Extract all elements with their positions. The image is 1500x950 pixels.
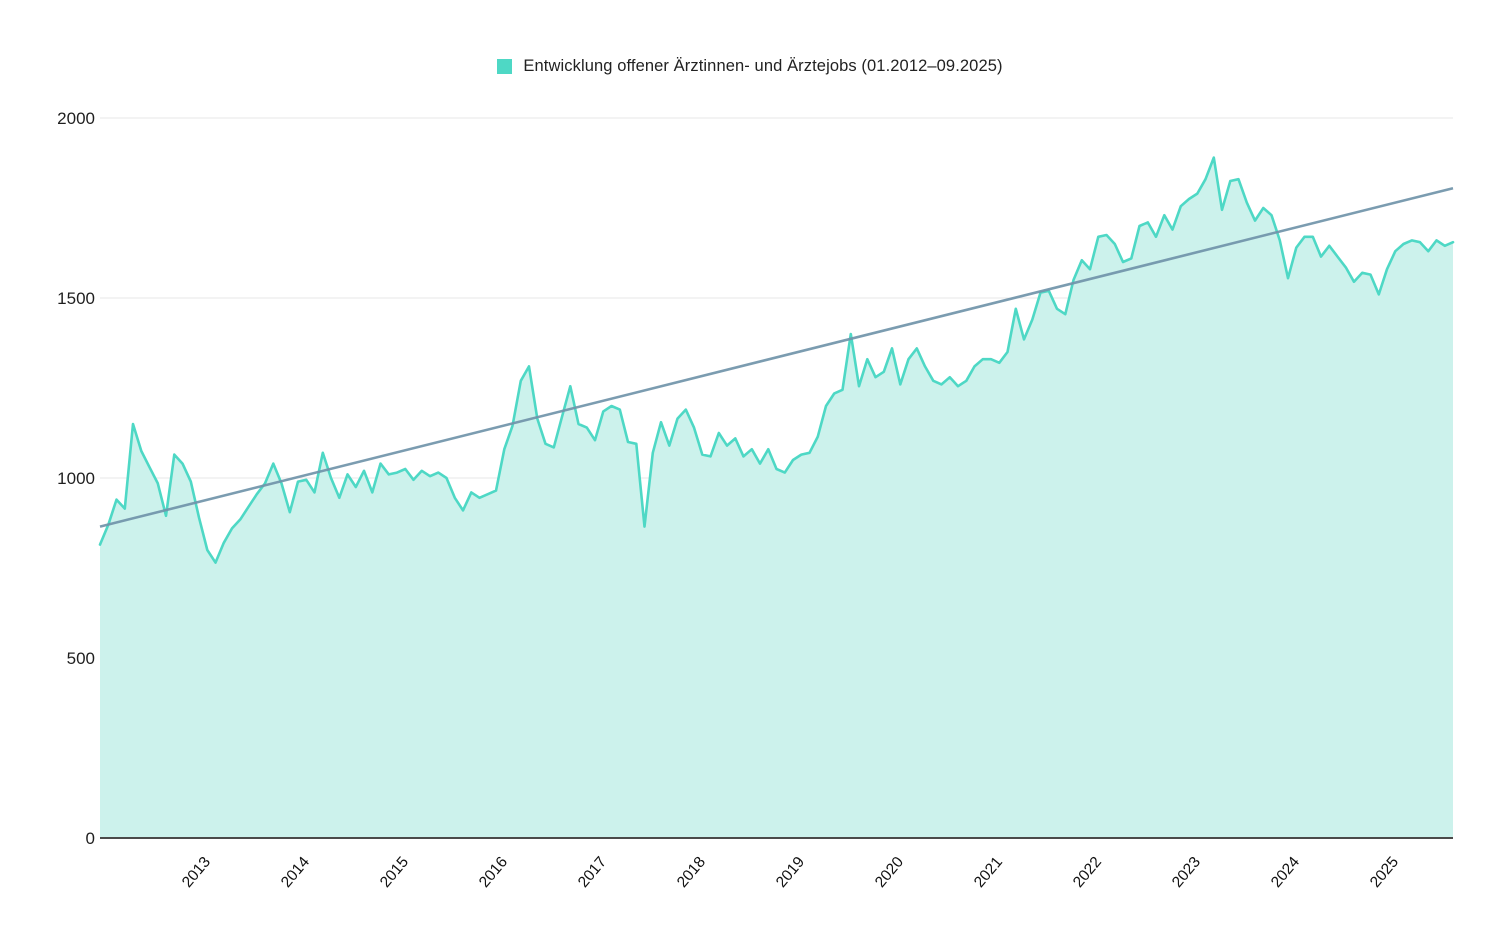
area-series-line <box>98 156 1455 564</box>
y-axis-label: 2000 <box>57 109 95 128</box>
x-axis-label: 2013 <box>179 854 214 891</box>
x-axis-label: 2017 <box>575 854 610 891</box>
x-axis-label: 2024 <box>1268 853 1303 891</box>
y-axis-label: 1500 <box>57 289 95 308</box>
x-axis-label: 2019 <box>773 854 808 891</box>
x-axis-label: 2015 <box>377 854 412 891</box>
x-axis-label: 2020 <box>872 853 907 891</box>
trend-line <box>99 186 1454 528</box>
y-axis-label: 0 <box>86 829 95 848</box>
y-axis-label: 1000 <box>57 469 95 488</box>
x-axis-label: 2018 <box>674 854 709 891</box>
y-axis-label: 500 <box>67 649 95 668</box>
x-axis-label: 2021 <box>971 854 1006 891</box>
x-axis-label: 2016 <box>476 854 511 891</box>
x-axis-label: 2014 <box>278 853 313 891</box>
x-axis-label: 2023 <box>1169 854 1204 891</box>
area-series-fill <box>100 157 1453 839</box>
x-axis-label: 2022 <box>1070 854 1105 891</box>
x-axis-label: 2025 <box>1367 854 1402 891</box>
